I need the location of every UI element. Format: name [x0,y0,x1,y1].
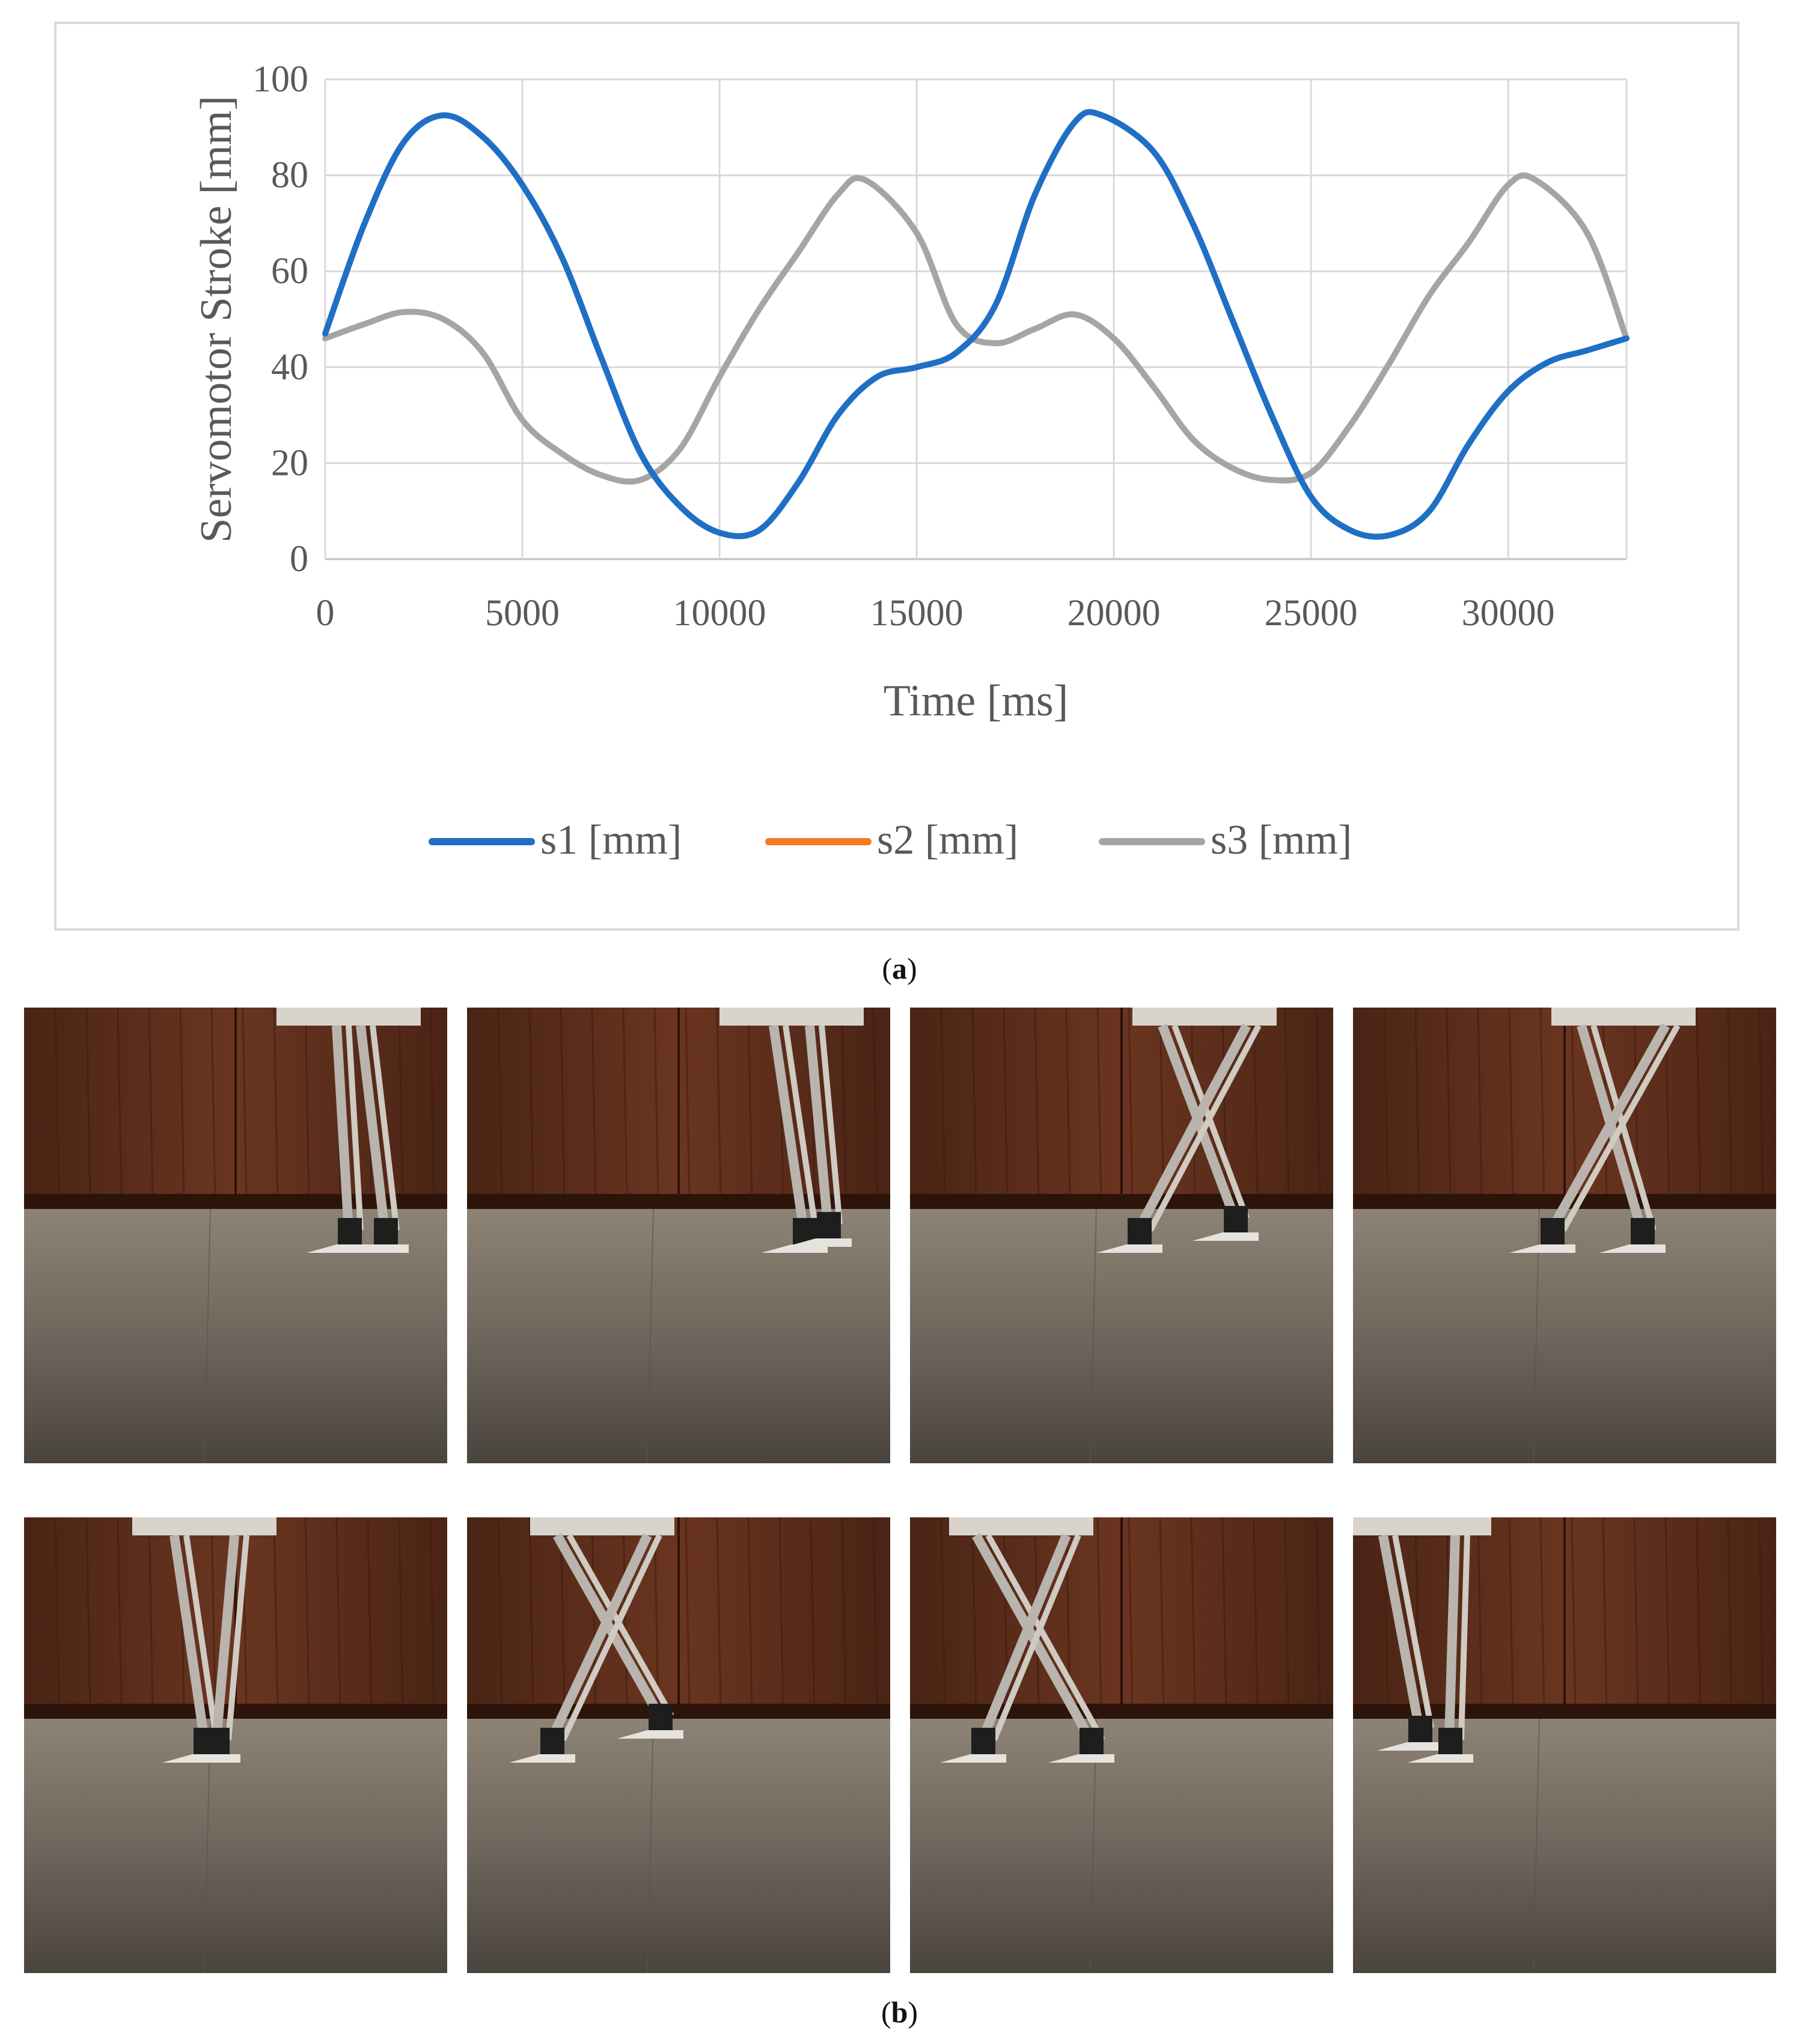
x-tick-label: 30000 [1462,593,1555,634]
y-tick-label: 40 [271,347,308,388]
photo-frame-7 [910,1517,1333,1973]
x-tick-label: 20000 [1067,593,1161,634]
robot-photo [910,1008,1333,1463]
photo-frame-2 [467,1008,890,1463]
legend-label-s1: s1 [mm] [540,817,682,863]
line-chart: 0 20 40 60 80 100 0 5000 10000 15000 20000 25000 300… [192,59,1629,863]
legend-label-s2: s2 [mm] [877,817,1018,863]
x-tick-label: 10000 [673,593,766,634]
x-tick-label: 15000 [870,593,964,634]
x-tick-label: 5000 [485,593,560,634]
robot-photo [467,1517,890,1973]
y-tick-label: 100 [252,59,308,100]
robot-photo [24,1008,447,1463]
y-axis-title: Servomotor Stroke [mm] [192,96,241,543]
robot-photo [1353,1008,1776,1463]
x-axis-title: Time [ms] [884,676,1069,726]
legend-label-s3: s3 [mm] [1211,817,1352,863]
x-tick-label: 0 [316,593,335,634]
photo-frame-8 [1353,1517,1776,1973]
robot-photo [24,1517,447,1973]
y-tick-label: 20 [271,442,308,483]
robot-photo [910,1517,1333,1973]
photo-frame-1 [24,1008,447,1463]
series-line-s3 [322,172,1629,485]
photo-frame-3 [910,1008,1333,1463]
photo-frame-5 [24,1517,447,1973]
caption-a: (a) [882,952,917,985]
robot-photo [1353,1517,1776,1973]
robot-photo [467,1008,890,1463]
y-tick-label: 0 [290,539,308,580]
y-tick-label: 80 [271,155,308,196]
photo-frame-6 [467,1517,890,1973]
caption-b: (b) [881,1995,918,2029]
y-tick-label: 60 [271,251,308,292]
photo-frame-4 [1353,1008,1776,1463]
x-tick-label: 25000 [1265,593,1358,634]
chart-panel: 0 20 40 60 80 100 0 5000 10000 15000 20000 25000 300… [54,22,1739,931]
series-line-s1 [322,109,1629,540]
